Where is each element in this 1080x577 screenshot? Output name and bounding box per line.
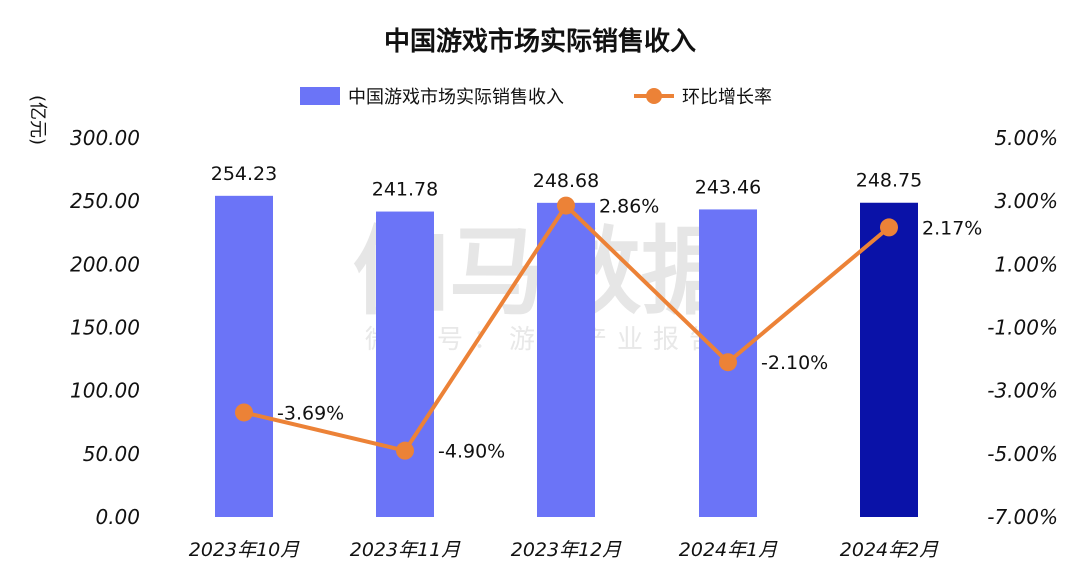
legend-label-revenue: 中国游戏市场实际销售收入 xyxy=(348,87,564,108)
y-left-tick-label: 100.00 xyxy=(70,379,140,403)
y-right-tick-label: -3.00% xyxy=(987,379,1058,403)
y-right-tick-label: -7.00% xyxy=(987,505,1058,529)
bar-value-label: 254.23 xyxy=(211,163,277,185)
growth-point-1 xyxy=(235,403,253,422)
growth-value-label: -2.10% xyxy=(761,352,828,374)
y-left-tick-label: 300.00 xyxy=(70,126,140,150)
y-left-tick-label: 250.00 xyxy=(70,189,140,213)
bar-value-label: 248.75 xyxy=(856,170,922,192)
x-category-labels: 2023年10月 2023年11月 2023年12月 2024年1月 2024年2月 xyxy=(189,539,939,561)
growth-value-label: 2.17% xyxy=(922,217,982,239)
bar-5 xyxy=(860,202,918,517)
y-left-unit: (亿元) xyxy=(27,95,48,145)
line-series xyxy=(235,196,898,460)
y-right-tick-label: 1.00% xyxy=(994,252,1058,276)
y-left-tick-label: 150.00 xyxy=(70,316,140,340)
x-category-label: 2023年12月 xyxy=(511,539,623,561)
y-left-tick-label: 50.00 xyxy=(83,442,140,466)
y-left-tick-label: 200.00 xyxy=(70,252,140,276)
legend: 中国游戏市场实际销售收入 环比增长率 xyxy=(300,87,772,108)
bar-value-label: 248.68 xyxy=(533,170,599,192)
growth-point-4 xyxy=(719,353,737,372)
growth-value-label: 2.86% xyxy=(599,196,659,218)
y-right-ticks: -7.00% -5.00% -3.00% -1.00% 1.00% 3.00% 5.00% xyxy=(987,126,1058,529)
growth-point-5 xyxy=(880,218,898,237)
x-category-label: 2024年2月 xyxy=(840,539,939,561)
legend-swatch-revenue xyxy=(300,87,340,105)
bar-value-labels: 254.23 241.78 248.68 243.46 248.75 xyxy=(211,163,922,201)
legend-swatch-growth-dot xyxy=(646,88,662,104)
x-category-label: 2023年11月 xyxy=(350,539,462,561)
legend-label-growth: 环比增长率 xyxy=(682,87,772,108)
bar-3 xyxy=(537,202,595,517)
bar-value-label: 241.78 xyxy=(372,179,438,201)
growth-value-label: -4.90% xyxy=(438,441,505,463)
chart-title: 中国游戏市场实际销售收入 xyxy=(384,26,696,57)
growth-point-3 xyxy=(557,196,575,215)
bar-1 xyxy=(215,195,273,518)
x-category-label: 2024年1月 xyxy=(679,539,778,561)
y-right-tick-label: 5.00% xyxy=(994,126,1058,150)
growth-value-label: -3.69% xyxy=(277,402,344,424)
y-left-ticks: 0.00 50.00 100.00 150.00 200.00 250.00 300.00 xyxy=(70,126,140,529)
bar-2 xyxy=(376,211,434,517)
bar-value-label: 243.46 xyxy=(695,176,761,198)
x-category-label: 2023年10月 xyxy=(189,539,301,561)
line-value-labels: -3.69% -4.90% 2.86% -2.10% 2.17% xyxy=(277,196,982,463)
y-right-tick-label: -1.00% xyxy=(987,316,1058,340)
y-left-tick-label: 0.00 xyxy=(95,505,140,529)
growth-point-2 xyxy=(396,441,414,460)
y-right-tick-label: -5.00% xyxy=(987,442,1058,466)
y-right-tick-label: 3.00% xyxy=(994,189,1058,213)
